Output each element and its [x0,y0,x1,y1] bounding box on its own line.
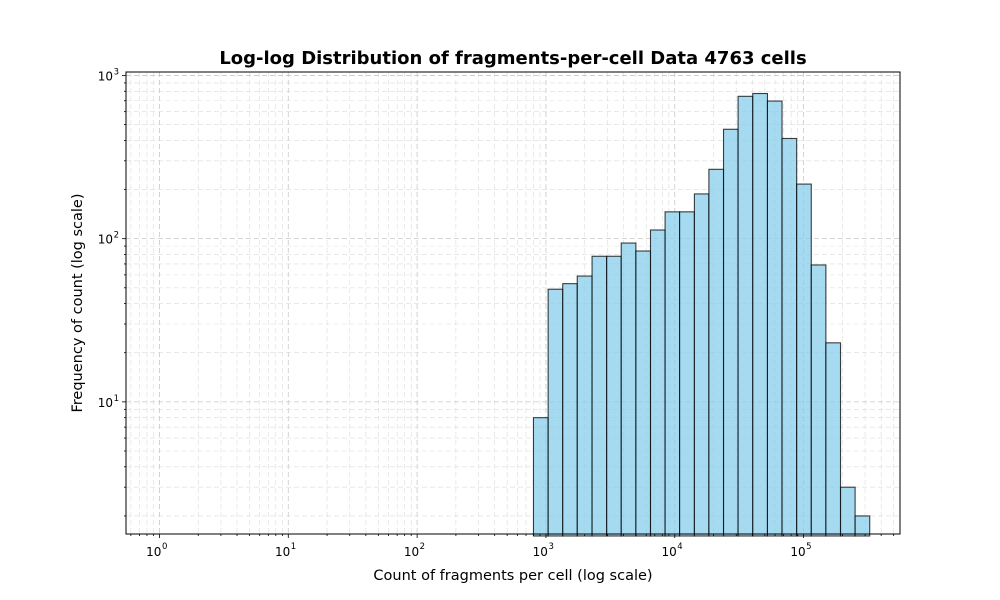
histogram-bar [722,128,739,537]
histogram-bar [854,515,871,537]
histogram-bar [796,183,812,537]
x-tick-exponent: 3 [548,542,553,552]
histogram-bar [576,275,593,537]
histogram-bar [810,264,827,537]
x-tick-exponent: 1 [291,542,296,552]
histogram-bar [752,92,769,537]
chart-title: Log-log Distribution of fragments-per-ce… [219,48,806,69]
histogram-bar [620,242,637,537]
histogram-bar [693,193,710,537]
histogram-bar [737,95,754,537]
x-tick-label: 10 5 [790,542,811,559]
x-tick-label: 10 3 [533,542,554,559]
x-tick-label: 10 0 [146,542,167,559]
x-axis-label: Count of fragments per cell (log scale) [373,568,652,584]
histogram-bar [781,137,798,537]
y-tick-exponent: 2 [114,231,119,241]
x-axis-ticks: 10 0 10 1 10 2 10 3 10 4 10 5 [130,534,895,559]
y-tick-label: 110 [98,394,119,410]
y-tick-exponent: 1 [114,394,119,404]
histogram-bar [649,229,666,537]
histogram-bar [562,283,578,537]
y-tick-exponent: 3 [114,67,119,77]
histogram-bar [825,342,842,537]
x-tick-base: 10 [661,545,676,559]
histogram-bar [664,211,681,537]
histogram-bar [547,288,564,537]
histogram-bar [839,486,856,537]
histogram-bar [766,100,783,537]
histogram-bar [635,250,652,537]
x-tick-label: 10 1 [275,542,296,559]
x-tick-exponent: 2 [420,542,425,552]
y-tick-label: 310 [98,67,119,83]
x-tick-base: 10 [790,545,805,559]
y-tick-base: 10 [98,396,113,410]
histogram-bar [708,168,725,537]
histogram-bar [606,255,622,537]
x-tick-base: 10 [533,545,548,559]
y-tick-base: 10 [98,69,113,83]
x-tick-label: 10 4 [661,542,682,559]
x-tick-base: 10 [404,545,419,559]
x-tick-base: 10 [146,545,161,559]
bars [532,92,871,537]
histogram-bar [591,255,608,537]
x-tick-base: 10 [275,545,290,559]
x-tick-exponent: 4 [677,542,682,552]
x-tick-exponent: 0 [162,542,167,552]
plot-frame [125,71,901,535]
y-tick-label: 210 [98,231,119,247]
y-tick-base: 10 [98,233,113,247]
histogram-bar [532,417,549,537]
y-axis-label: Frequency of count (log scale) [70,193,86,412]
x-tick-exponent: 5 [806,542,811,552]
histogram-bar [679,211,695,537]
x-tick-label: 10 2 [404,542,425,559]
